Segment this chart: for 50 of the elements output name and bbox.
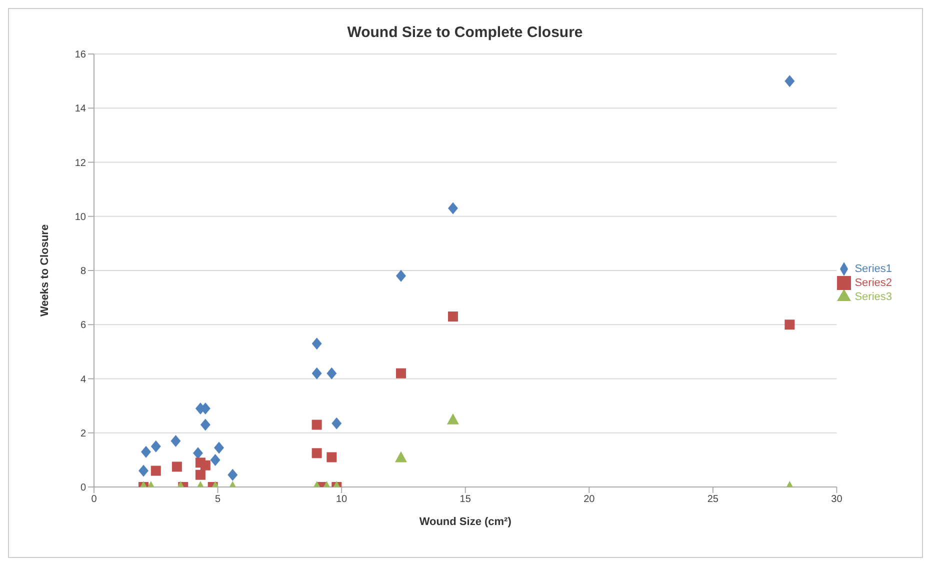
x-tick-label: 25 <box>707 494 719 506</box>
legend-label: Series3 <box>854 290 892 303</box>
point <box>140 446 151 458</box>
legend-label: Series1 <box>854 262 892 275</box>
point <box>312 448 322 458</box>
point <box>195 470 206 480</box>
point <box>210 454 220 466</box>
y-tick-label: 0 <box>80 482 86 494</box>
point <box>784 320 795 330</box>
point <box>312 338 322 350</box>
x-tick-label: 0 <box>91 494 98 506</box>
x-tick-label: 5 <box>215 494 222 506</box>
point <box>312 420 322 430</box>
y-tick-label: 10 <box>74 212 86 223</box>
point <box>150 440 161 452</box>
point <box>326 367 337 380</box>
point <box>396 368 406 378</box>
point <box>214 442 224 454</box>
y-axis-title: Weeks to Closure <box>38 224 51 317</box>
point <box>332 417 342 430</box>
y-tick-label: 4 <box>80 374 86 386</box>
y-tick-label: 16 <box>74 50 86 61</box>
y-tick-label: 6 <box>80 320 86 332</box>
point <box>446 413 459 424</box>
legend-label: Series2 <box>854 276 892 289</box>
point <box>138 464 149 477</box>
point <box>396 270 406 282</box>
y-tick-label: 2 <box>80 428 86 440</box>
point <box>228 468 238 481</box>
chart-title: Wound Size to Complete Closure <box>347 24 583 41</box>
point <box>448 202 458 214</box>
point <box>150 466 161 476</box>
point <box>312 367 322 380</box>
y-tick-label: 14 <box>74 104 86 115</box>
point <box>170 434 181 447</box>
x-axis-title: Wound Size (cm²) <box>419 516 512 528</box>
x-tick-label: 15 <box>460 494 472 506</box>
point <box>326 452 337 462</box>
point <box>192 447 203 460</box>
y-tick-label: 8 <box>80 266 86 278</box>
y-tick-label: 12 <box>74 158 86 169</box>
point <box>394 451 407 462</box>
point <box>784 75 795 88</box>
point <box>200 418 210 431</box>
point <box>448 312 458 322</box>
x-tick-label: 20 <box>584 494 596 506</box>
x-tick-label: 10 <box>336 494 348 506</box>
point <box>172 462 182 472</box>
x-tick-label: 30 <box>831 494 843 506</box>
point <box>200 460 210 470</box>
